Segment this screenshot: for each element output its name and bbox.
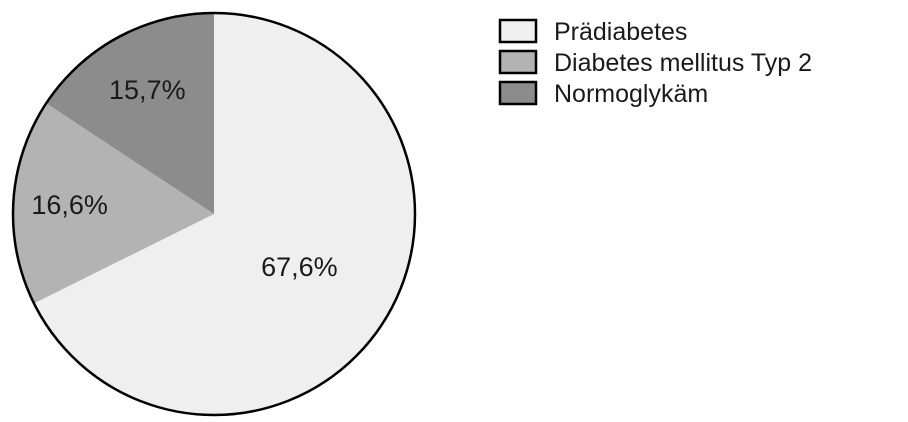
legend-label-2: Diabetes mellitus Typ 2: [554, 49, 812, 77]
legend-swatch-1: [498, 18, 538, 44]
legend-swatch-3: [498, 80, 538, 106]
slice-labels: 67,6% 16,6% 15,7%: [31, 75, 337, 282]
slice-label-3: 15,7%: [109, 75, 186, 105]
legend-swatch-2: [498, 49, 538, 75]
slice-label-2: 16,6%: [31, 190, 108, 220]
pie-slice-3: [46, 12, 214, 214]
slice-label-1: 67,6%: [261, 252, 338, 282]
legend-label-1: Prädiabetes: [554, 18, 687, 46]
legend-label-3: Normoglykäm: [554, 80, 708, 108]
legend: Prädiabetes Diabetes mellitus Typ 2 Normog…: [498, 18, 812, 108]
pie-slice-2: [13, 103, 214, 304]
pie-outline: [11, 11, 417, 417]
pie-slices: [13, 12, 416, 416]
pie-slice-1: [33, 13, 416, 416]
